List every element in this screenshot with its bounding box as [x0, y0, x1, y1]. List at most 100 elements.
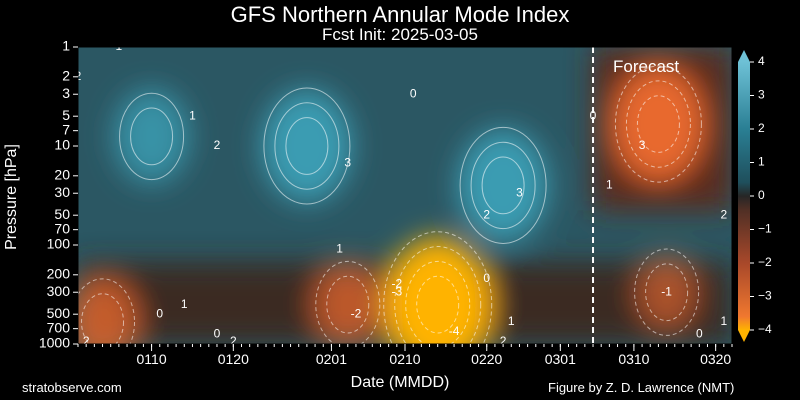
x-tick-label: 0210 — [389, 351, 420, 367]
contour-label: 2 — [83, 334, 90, 348]
colorbar-gradient — [738, 62, 750, 330]
chart-subtitle: Fcst Init: 2025-03-05 — [322, 25, 478, 44]
anomaly-upper-positive-center — [262, 90, 352, 202]
x-axis: 0110 0120 0201 0210 0220 0301 0310 0320 — [77, 344, 733, 367]
contour-label: 2 — [214, 138, 221, 152]
colorbar-tick-label: 1 — [758, 155, 765, 169]
chart-title: GFS Northern Annular Mode Index — [230, 2, 570, 27]
contour-label: 2 — [75, 69, 82, 83]
x-tick-label: 0201 — [316, 351, 347, 367]
y-tick-label: 1000 — [39, 335, 70, 351]
contour-line — [634, 248, 700, 336]
colorbar-top-extension — [738, 50, 750, 62]
contour-label: 3 — [344, 156, 351, 170]
colorbar: 4 3 2 1 0 −1 −2 −3 −4 — [738, 50, 772, 342]
y-tick-label: 1 — [62, 38, 70, 54]
forecast-label: Forecast — [613, 57, 679, 76]
colorbar-tick-label: −1 — [758, 222, 772, 236]
contour-line — [326, 275, 370, 334]
contour-line — [459, 126, 547, 244]
y-tick-label: 100 — [47, 236, 71, 252]
anomaly-lower-negative-west — [78, 277, 139, 344]
x-tick-label: 0110 — [137, 351, 167, 367]
y-tick-label: 200 — [47, 266, 71, 282]
contour-line — [481, 156, 525, 215]
author-credit: Figure by Z. D. Lawrence (NMT) — [548, 380, 735, 395]
y-tick-label: 700 — [47, 319, 71, 335]
site-credit: stratobserve.com — [22, 380, 122, 395]
contour-label: 3 — [639, 138, 646, 152]
contour-label: 1 — [606, 178, 613, 192]
y-tick-label: 500 — [47, 305, 71, 321]
contour-label: 1 — [116, 39, 123, 53]
anomaly-forecast-negative-upper — [612, 66, 705, 182]
contour-line — [614, 65, 702, 183]
contour-line — [416, 275, 460, 334]
y-axis-label: Pressure [hPa] — [3, 144, 20, 250]
contour-line — [78, 278, 136, 344]
colorbar-bottom-extension — [738, 330, 750, 342]
contour-label: 1 — [189, 108, 196, 122]
anomaly-forecast-negative-lower — [637, 255, 697, 330]
colorbar-ticks: 4 3 2 1 0 −1 −2 −3 −4 — [750, 54, 772, 336]
contour-line — [383, 231, 493, 344]
contour-label: 1 — [508, 314, 515, 328]
y-tick-label: 20 — [54, 167, 70, 183]
contour-label: -2 — [391, 277, 402, 291]
x-tick-label: 0220 — [471, 351, 502, 367]
contour-label: 1 — [181, 297, 188, 311]
contour-line — [81, 293, 125, 344]
contour-line — [470, 141, 536, 230]
contour-label: 0 — [483, 271, 490, 285]
contour-line — [625, 80, 691, 168]
colorbar-tick-label: −4 — [758, 322, 772, 336]
contour-label: 1 — [336, 241, 343, 255]
contour-label: 3 — [516, 185, 523, 199]
contour-label: -2 — [351, 306, 362, 320]
colorbar-tick-label: −3 — [758, 289, 772, 303]
anomaly-lower-negative-mid — [313, 262, 382, 344]
contour-line — [130, 107, 174, 166]
anomaly-lower-negative-center — [383, 237, 492, 344]
contour-line — [636, 95, 680, 153]
anomaly-upper-positive-east — [458, 129, 548, 242]
colorbar-tick-label: 4 — [758, 54, 765, 68]
y-tick-label: 70 — [54, 220, 70, 236]
x-tick-label: 0310 — [618, 351, 649, 367]
anomaly-layer — [78, 47, 732, 344]
contour-line — [119, 92, 185, 181]
contour-line — [274, 102, 340, 190]
colorbar-tick-label: −2 — [758, 255, 772, 269]
x-tick-label: 0301 — [545, 351, 576, 367]
contour-line — [263, 87, 351, 205]
y-tick-label: 50 — [54, 206, 70, 222]
contour-label: 2 — [500, 334, 507, 348]
contour-label: 0 — [696, 327, 703, 341]
contour-label: 2 — [483, 207, 490, 221]
contour-label: 0 — [410, 86, 417, 100]
contour-line — [645, 263, 689, 322]
colorbar-tick-label: 3 — [758, 88, 765, 102]
contour-label: 2 — [720, 207, 727, 221]
contour-line — [405, 260, 471, 344]
y-tick-label: 5 — [62, 107, 70, 123]
contour-label: 0 — [590, 108, 597, 122]
y-tick-label: 30 — [54, 184, 70, 200]
x-tick-label: 0120 — [218, 351, 249, 367]
contour-label: 1 — [720, 314, 727, 328]
contour-line — [394, 246, 482, 344]
contour-line — [285, 117, 329, 175]
contour-layer — [78, 65, 702, 344]
contour-label: -4 — [449, 324, 460, 338]
contour-label: 0 — [156, 306, 163, 320]
y-tick-label: 3 — [62, 85, 70, 101]
x-axis-label: Date (MMDD) — [350, 374, 450, 391]
colorbar-tick-label: 2 — [758, 121, 765, 135]
contour-label: -3 — [391, 284, 402, 298]
y-tick-label: 7 — [62, 121, 70, 137]
anomaly-upper-positive-west — [113, 89, 190, 184]
